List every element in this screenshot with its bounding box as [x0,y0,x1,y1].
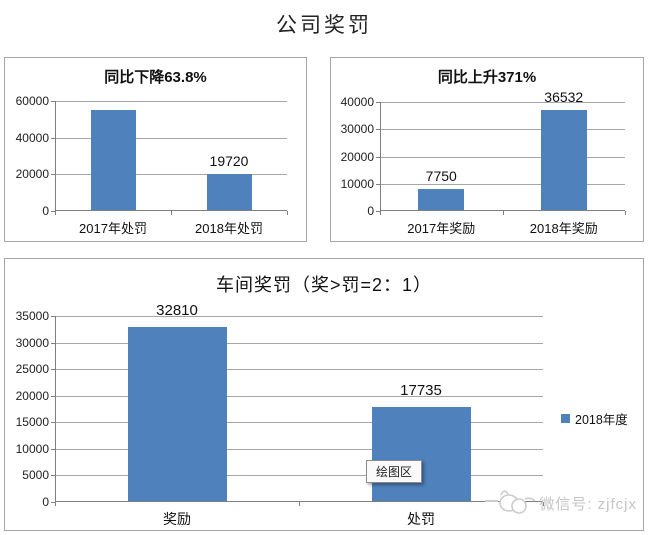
gridline [380,102,625,103]
y-axis-label: 10000 [340,176,374,191]
legend-label: 2018年度 [575,413,628,427]
x-axis-tick [380,211,381,215]
gridline [55,369,543,371]
plot-area-penalty-yoy[interactable]: 0 20000 40000 60000 2017年处罚 19720 2018年处罚 [16,95,288,236]
y-axis-label: 60000 [15,94,49,108]
data-label: 36532 [544,89,584,106]
gridline [55,137,287,139]
data-label: 19720 [209,152,249,169]
y-axis-tick [376,156,380,158]
x-axis-tick [502,211,504,215]
y-axis-tick [51,174,55,176]
bar-2017年处罚[interactable] [90,110,136,210]
watermark-text: 微信号: zjfcjx [539,496,637,513]
y-axis-tick [376,129,380,131]
y-axis-line [380,102,381,211]
gridline [55,342,543,344]
plot-area-tooltip: 绘图区 [366,460,423,483]
y-axis-label: 10000 [15,441,49,456]
gridline [55,395,543,397]
y-axis-tick [51,316,55,317]
bar-奖励[interactable] [127,326,227,501]
y-axis-tick [51,395,55,397]
x-axis-tick [287,211,288,215]
data-label: 7750 [425,167,457,184]
legend[interactable]: 2018年度 [561,409,628,428]
page-title: 公司奖罚 [276,14,372,37]
y-axis-tick [51,422,55,424]
y-axis-label: 0 [42,495,49,509]
y-axis-tick [376,183,380,185]
chart-title-reward-yoy: 同比上升371% [437,69,537,86]
bar-2018年处罚[interactable] [206,173,252,210]
y-axis-label: 20000 [15,167,49,182]
y-axis-label: 30000 [15,335,49,350]
gridline [380,156,625,158]
chart-title-workshop: 车间奖罚（奖>罚=2：1） [215,275,433,295]
sketch-mascot-icon [485,483,537,524]
y-axis-tick [51,342,55,344]
legend-swatch-2018 [561,414,570,423]
x-axis-tick [55,211,56,215]
gridline [55,101,287,102]
y-axis-tick [51,369,55,371]
gridline [55,422,543,424]
x-axis-tick [543,502,544,506]
y-axis-label: 40000 [15,130,49,145]
watermark: 微信号: zjfcjx [485,483,637,524]
bar-2017年奖励[interactable] [418,188,465,210]
gridline [55,174,287,176]
x-axis-tick [299,502,300,506]
gridline [380,129,625,131]
bar-2018年奖励[interactable] [540,110,587,210]
y-axis-label: 35000 [15,309,49,323]
y-axis-label: 20000 [340,149,374,164]
gridline [55,316,543,317]
y-axis-tick [51,101,55,102]
y-axis-tick [51,475,55,477]
y-axis-label: 30000 [340,122,374,137]
y-axis-tick [51,211,55,212]
y-axis-tick [51,502,55,503]
x-axis-label: 2018年奖励 [529,221,598,236]
plot-area-reward-yoy[interactable]: 0 10000 20000 30000 40000 7750 2017年奖励 36532 201… [341,89,626,236]
y-axis-label: 0 [367,204,374,218]
chart-panel-workshop: 车间奖罚（奖>罚=2：1） 0 5000 10000 15000 20000 25000 3… [4,258,644,531]
chart-panel-reward-yoy: 同比上升371% 0 10000 20000 30000 40000 7750 2017年奖… [330,57,644,242]
x-axis-label: 2017年奖励 [407,221,476,236]
y-axis-line [55,101,56,211]
gridline [380,183,625,185]
data-label: 32810 [156,301,198,319]
y-axis-label: 0 [42,204,49,218]
y-axis-label: 40000 [340,95,374,109]
y-axis-line [55,316,56,502]
bar-处罚[interactable] [371,406,471,501]
y-axis-tick [376,211,380,212]
gridline [55,448,543,450]
x-axis-line [380,210,625,211]
x-axis-tick [625,211,626,215]
y-axis-label: 20000 [15,388,49,403]
gridline [55,475,543,477]
y-axis-tick [51,448,55,450]
chart-panel-penalty-yoy: 同比下降63.8% 0 20000 40000 60000 2017年处罚 19720 20… [4,57,307,242]
chart-title-penalty-yoy: 同比下降63.8% [104,69,207,86]
x-axis-label: 奖励 [163,511,191,527]
x-axis-tick [55,502,56,506]
y-axis-tick [376,102,380,103]
x-axis-label: 处罚 [407,511,435,527]
x-axis-label: 2018年处罚 [195,221,263,236]
y-axis-tick [51,137,55,139]
x-axis-line [55,501,543,502]
plot-area-workshop[interactable]: 0 5000 10000 15000 20000 25000 30000 35000 32810… [16,302,544,527]
y-axis-label: 15000 [15,415,49,430]
y-axis-label: 25000 [15,362,49,377]
data-label: 17735 [400,381,442,399]
x-axis-label: 2017年处罚 [79,221,147,236]
x-axis-tick [171,211,172,215]
x-axis-line [55,210,287,211]
y-axis-label: 5000 [22,468,49,483]
